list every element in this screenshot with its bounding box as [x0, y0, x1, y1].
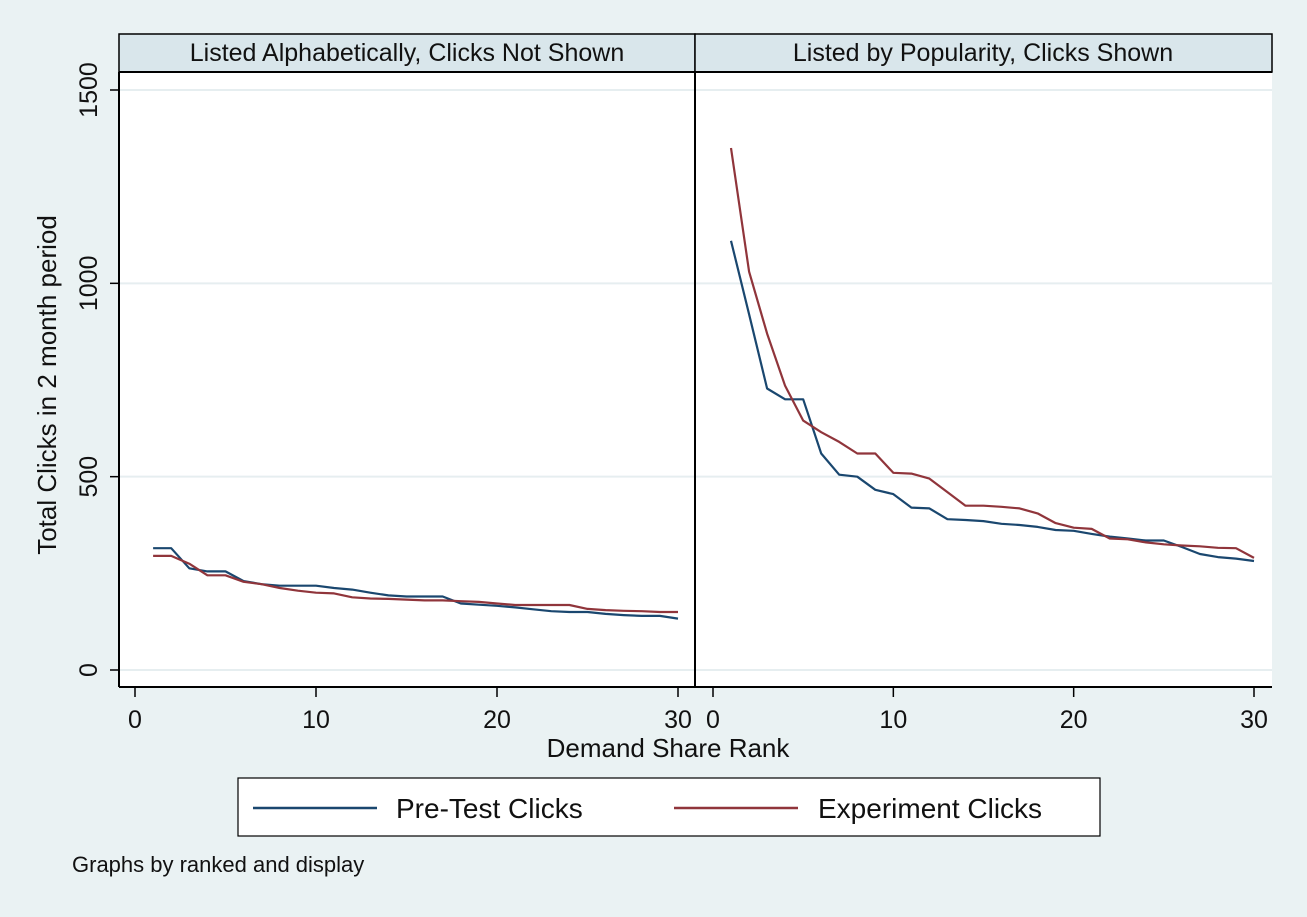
- series-line-pre-test: [153, 547, 679, 620]
- panel-2-gridlines: [695, 89, 1272, 671]
- x-tick-label: 20: [483, 706, 511, 734]
- series-line-experiment: [729, 147, 1255, 559]
- panel-2-plot-area: [695, 72, 1272, 687]
- panel-alphabetical: Listed Alphabetically, Clicks Not Shown …: [118, 33, 696, 734]
- panel-1-series: [153, 547, 679, 620]
- panel-1-x-ticks: 0 10 20 30: [128, 687, 692, 734]
- panel-1-gridlines: [119, 89, 695, 671]
- series-line-pre-test: [729, 240, 1255, 563]
- x-tick-label: 30: [664, 706, 692, 734]
- y-tick-label: 1000: [75, 256, 103, 312]
- series-line-experiment: [153, 554, 678, 614]
- x-tick-label: 0: [706, 706, 720, 734]
- panel-2-title: Listed by Popularity, Clicks Shown: [793, 39, 1173, 67]
- legend-label-experiment: Experiment Clicks: [818, 793, 1042, 824]
- panel-2-series: [729, 147, 1255, 563]
- panel-popularity: Listed by Popularity, Clicks Shown 0 10 20…: [694, 33, 1273, 734]
- y-tick-label: 0: [75, 663, 103, 677]
- y-axis-title: Total Clicks in 2 month period: [32, 215, 62, 555]
- x-tick-label: 10: [302, 706, 330, 734]
- panel-1-title: Listed Alphabetically, Clicks Not Shown: [190, 39, 624, 67]
- y-ticks: 0 500 1000 1500: [75, 62, 119, 677]
- x-tick-label: 20: [1060, 706, 1088, 734]
- y-tick-label: 500: [75, 456, 103, 498]
- x-tick-label: 0: [128, 706, 142, 734]
- panel-2-strip: [694, 33, 1273, 73]
- legend-box: [237, 777, 1101, 837]
- x-tick-label: 30: [1240, 706, 1268, 734]
- x-tick-label: 10: [879, 706, 907, 734]
- legend: Pre-Test Clicks Experiment Clicks: [237, 777, 1101, 837]
- panel-2-x-ticks: 0 10 20 30: [706, 687, 1268, 734]
- legend-label-pre-test: Pre-Test Clicks: [396, 793, 583, 824]
- x-axis-title: Demand Share Rank: [547, 733, 791, 763]
- panel-1-plot-area: [119, 72, 695, 687]
- y-tick-label: 1500: [75, 62, 103, 118]
- graph-note: Graphs by ranked and display: [72, 852, 364, 877]
